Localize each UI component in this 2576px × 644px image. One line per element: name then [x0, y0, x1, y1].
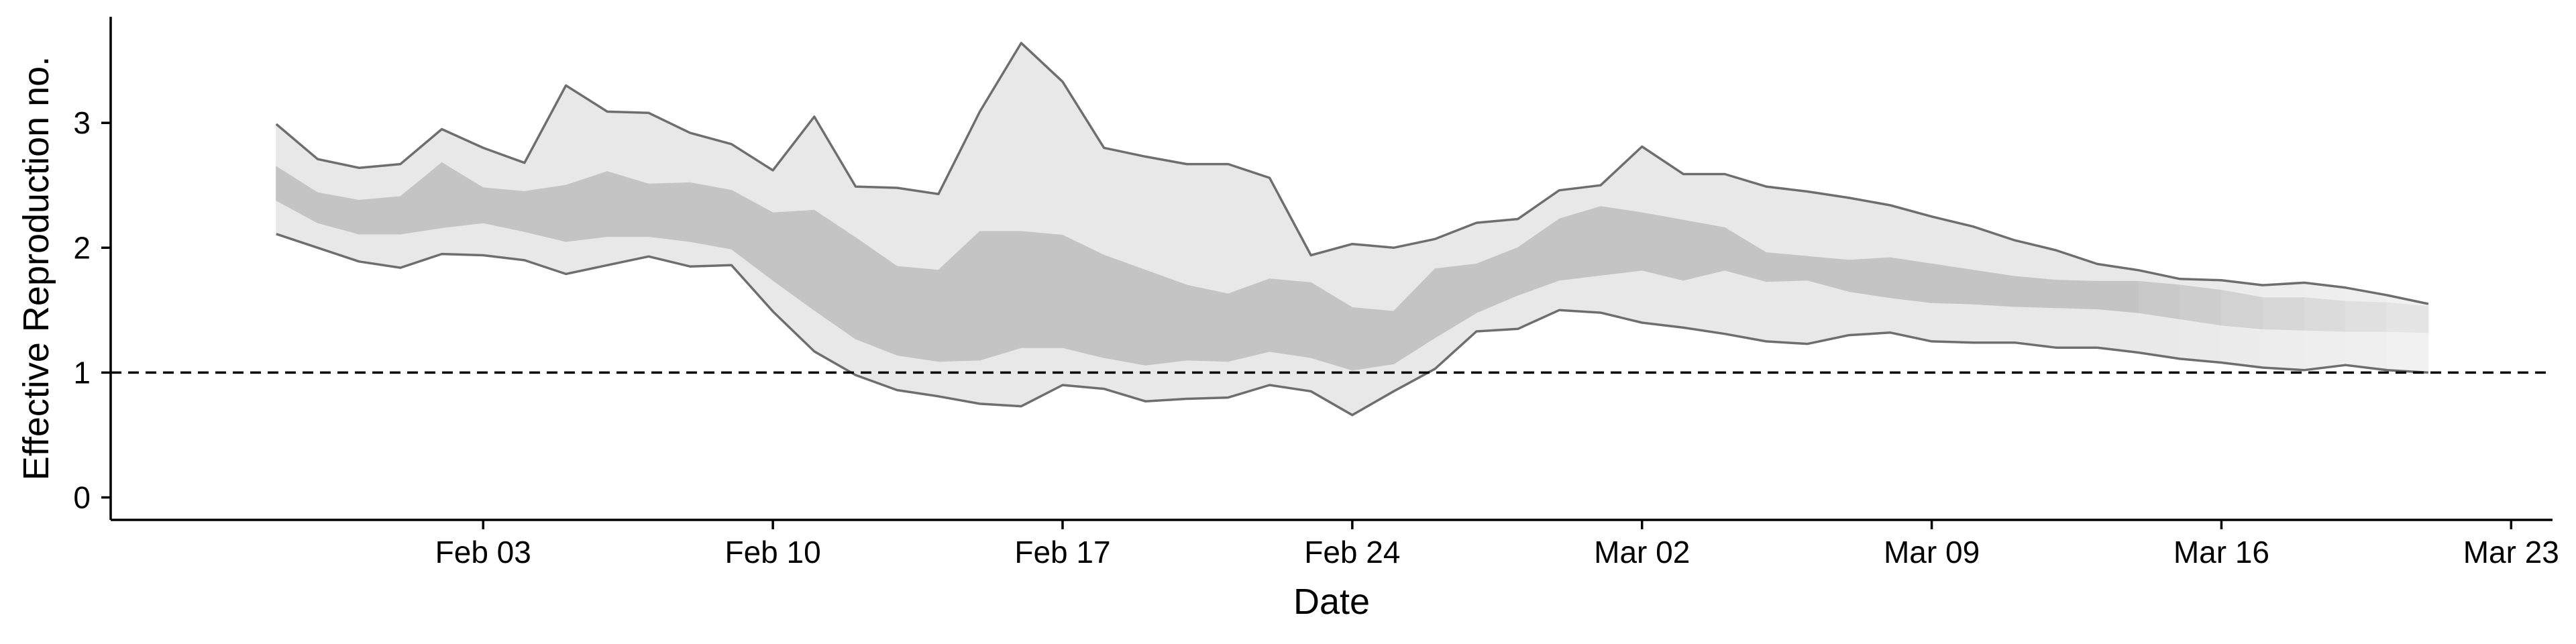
interval-band-inner-segment [2345, 301, 2387, 332]
x-tick-label: Feb 24 [1304, 535, 1400, 570]
y-axis-ticks: 0 1 2 3 [73, 105, 111, 515]
y-tick-label: 1 [73, 355, 91, 390]
outer-lower-bound-line [276, 233, 2429, 417]
interval-band-inner-segment [2180, 284, 2222, 326]
interval-band-inner-segment [1972, 270, 2015, 307]
interval-band-inner-segment [1931, 263, 1974, 305]
interval-band-inner-segment [690, 182, 733, 250]
interval-band-inner-segment [2304, 297, 2347, 332]
interval-band-inner-segment [1558, 206, 1601, 281]
interval-bands [276, 41, 2429, 416]
interval-band-inner-segment [979, 231, 1022, 361]
interval-band-inner-segment [1848, 257, 1891, 299]
interval-band-inner-segment [1104, 254, 1146, 366]
interval-band-inner-segment [1228, 278, 1271, 362]
interval-band-inner-segment [1269, 278, 1311, 358]
interval-band-inner-segment [1890, 257, 1933, 303]
interval-band-inner-segment [2262, 297, 2305, 331]
interval-band-inner-segment [1600, 206, 1643, 276]
x-tick-label: Mar 02 [1594, 535, 1690, 570]
y-tick-label: 2 [73, 230, 91, 265]
interval-band-inner-segment [1020, 231, 1063, 348]
interval-band-inner-segment [2014, 276, 2057, 309]
interval-band-inner-segment [2138, 280, 2181, 320]
interval-band-inner-segment [1642, 212, 1684, 281]
interval-band-inner-segment [2386, 302, 2429, 333]
x-axis-title: Date [1293, 582, 1370, 622]
interval-band-inner-segment [1144, 269, 1187, 366]
x-tick-label: Feb 17 [1014, 535, 1110, 570]
interval-band-inner-segment [1062, 234, 1105, 358]
interval-band-inner-segment [896, 266, 939, 362]
x-axis-ticks: Feb 03 Feb 10 Feb 17 Feb 24 Mar 02 Mar 09 Mar … [435, 520, 2559, 570]
interval-band-inner-segment [358, 196, 401, 235]
outer-upper-bound-line [275, 42, 2429, 305]
interval-band-inner-segment [648, 182, 691, 242]
x-tick-label: Feb 03 [435, 535, 531, 570]
interval-band-outer-segment [1186, 164, 1229, 400]
x-tick-label: Mar 23 [2463, 535, 2559, 570]
y-tick-label: 0 [73, 480, 91, 515]
interval-band-inner-segment [1186, 284, 1229, 362]
interval-band-inner-segment [1352, 307, 1395, 371]
interval-band-inner-segment [2055, 280, 2098, 310]
interval-band-inner-segment [1682, 219, 1725, 281]
x-tick-label: Mar 16 [2174, 535, 2269, 570]
interval-band-outer-segment [1020, 42, 1063, 407]
interval-band-outer-segment [524, 85, 567, 275]
interval-band-inner-segment [524, 184, 567, 242]
interval-band-inner-segment [1766, 252, 1809, 282]
x-tick-label: Feb 10 [725, 535, 821, 570]
interval-band-inner-segment [2096, 280, 2139, 313]
interval-outlines [275, 42, 2429, 417]
x-tick-label: Mar 09 [1884, 535, 1980, 570]
y-axis-title: Effective Reproduction no. [16, 56, 56, 480]
y-tick-label: 3 [73, 105, 91, 140]
